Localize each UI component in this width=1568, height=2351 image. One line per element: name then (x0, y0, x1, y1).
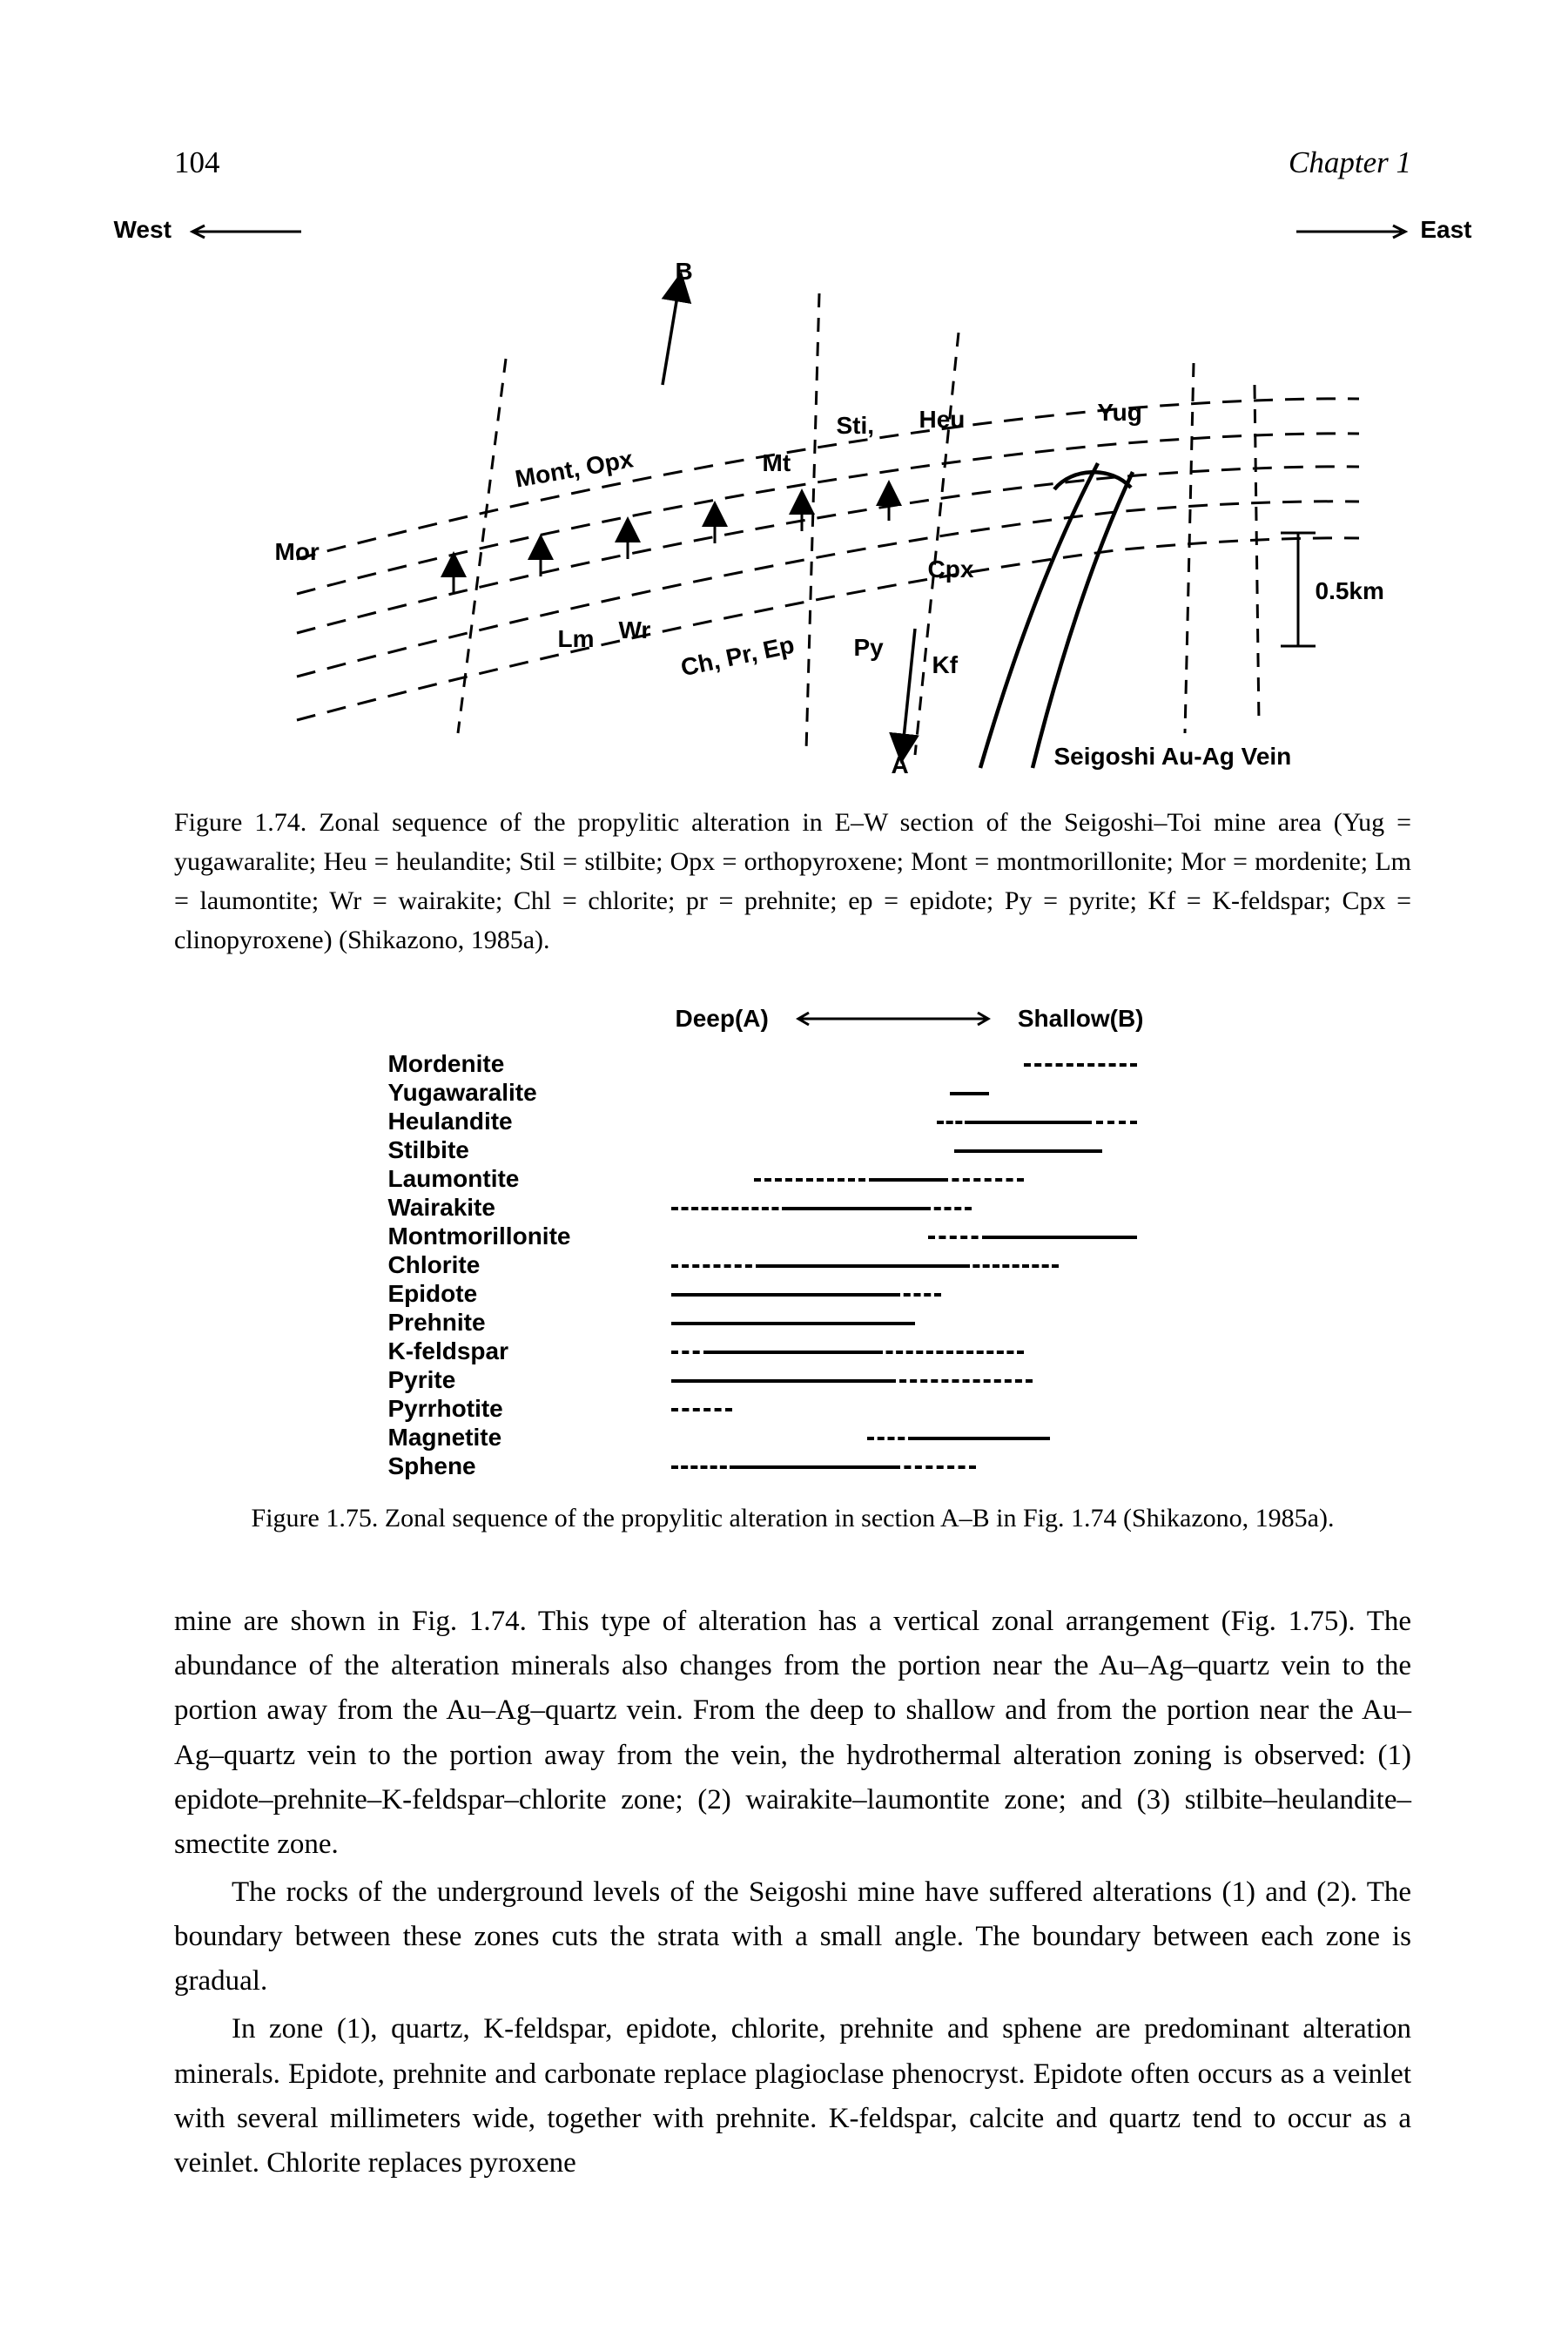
range-segment (937, 1121, 972, 1124)
mineral-track (649, 1251, 1137, 1280)
mineral-track (649, 1223, 1137, 1251)
range-segment (972, 1121, 1085, 1124)
mineral-track (649, 1309, 1137, 1337)
body-text: mine are shown in Fig. 1.74. This type o… (174, 1600, 1411, 2186)
range-segment (671, 1408, 732, 1411)
vein-label: Seigoshi Au-Ag Vein (1054, 738, 1292, 775)
label-Cpx: Cpx (928, 550, 974, 588)
label-Yug: Yug (1098, 394, 1142, 431)
label-B: B (676, 253, 693, 290)
paragraph-3: In zone (1), quartz, K-feldspar, epidote… (174, 2007, 1411, 2186)
mineral-track (649, 1452, 1137, 1481)
range-segment (671, 1379, 889, 1383)
range-segment (671, 1264, 763, 1268)
mineral-track (649, 1194, 1137, 1223)
range-segment (915, 1437, 1050, 1440)
range-segment (671, 1322, 915, 1325)
label-A: A (892, 746, 909, 784)
mineral-track (649, 1136, 1137, 1165)
depth-axis: Deep(A) Shallow(B) (676, 1000, 1198, 1037)
range-segment (1024, 1063, 1137, 1067)
range-segment (941, 1178, 1024, 1182)
mineral-row: Sphene (388, 1452, 1198, 1481)
figure-1-75: Deep(A) Shallow(B) MordeniteYugawaralite… (388, 1000, 1198, 1480)
range-segment (893, 1293, 941, 1297)
range-segment (867, 1437, 915, 1440)
range-segment (989, 1236, 1137, 1239)
chapter-label: Chapter 1 (1289, 139, 1411, 186)
caption-1-75: Figure 1.75. Zonal sequence of the propy… (174, 1499, 1411, 1539)
range-segment (671, 1207, 789, 1210)
range-segment (763, 1264, 963, 1268)
shallow-label: Shallow(B) (1018, 1000, 1144, 1037)
label-Heu: Heu (919, 401, 966, 438)
label-Mor: Mor (275, 533, 320, 570)
mineral-track (649, 1165, 1137, 1194)
page: 104 Chapter 1 West East (0, 0, 1568, 2351)
range-segment (876, 1351, 1024, 1354)
mineral-track (649, 1337, 1137, 1366)
label-Sti: Sti, (837, 407, 875, 444)
range-segment (754, 1178, 876, 1182)
label-Kf: Kf (932, 646, 959, 684)
range-segment (876, 1178, 941, 1182)
mineral-track (649, 1366, 1137, 1395)
range-segment (1085, 1121, 1137, 1124)
range-segment (928, 1236, 989, 1239)
range-segment (950, 1092, 989, 1095)
mineral-track (649, 1280, 1137, 1309)
mineral-name: Sphene (388, 1447, 649, 1485)
double-arrow-icon (784, 1010, 1002, 1027)
label-Mt: Mt (763, 444, 791, 482)
range-segment (924, 1207, 972, 1210)
paragraph-1: mine are shown in Fig. 1.74. This type o… (174, 1600, 1411, 1867)
page-header: 104 Chapter 1 (174, 139, 1411, 186)
page-number: 104 (174, 139, 220, 186)
deep-label: Deep(A) (676, 1000, 769, 1037)
label-Lm: Lm (558, 620, 595, 657)
mineral-rows: MordeniteYugawaraliteHeulanditeStilbiteL… (388, 1050, 1198, 1481)
range-segment (737, 1465, 893, 1469)
paragraph-2: The rocks of the underground levels of t… (174, 1870, 1411, 2004)
mineral-track (649, 1395, 1137, 1424)
mineral-track (649, 1108, 1137, 1136)
range-segment (710, 1351, 876, 1354)
label-Wr: Wr (619, 611, 651, 649)
mineral-track (649, 1050, 1137, 1079)
range-segment (671, 1351, 710, 1354)
range-segment (954, 1149, 1102, 1153)
range-segment (671, 1465, 737, 1469)
mineral-track (649, 1079, 1137, 1108)
label-Py: Py (854, 629, 884, 666)
scale-label: 0.5km (1316, 572, 1384, 610)
cross-section-svg (192, 211, 1394, 785)
range-segment (671, 1293, 893, 1297)
range-segment (789, 1207, 924, 1210)
mineral-track (649, 1424, 1137, 1452)
range-segment (889, 1379, 1033, 1383)
caption-1-74: Figure 1.74. Zonal sequence of the propy… (174, 803, 1411, 960)
figure-1-74: West East (192, 211, 1394, 785)
range-segment (963, 1264, 1059, 1268)
range-segment (893, 1465, 976, 1469)
